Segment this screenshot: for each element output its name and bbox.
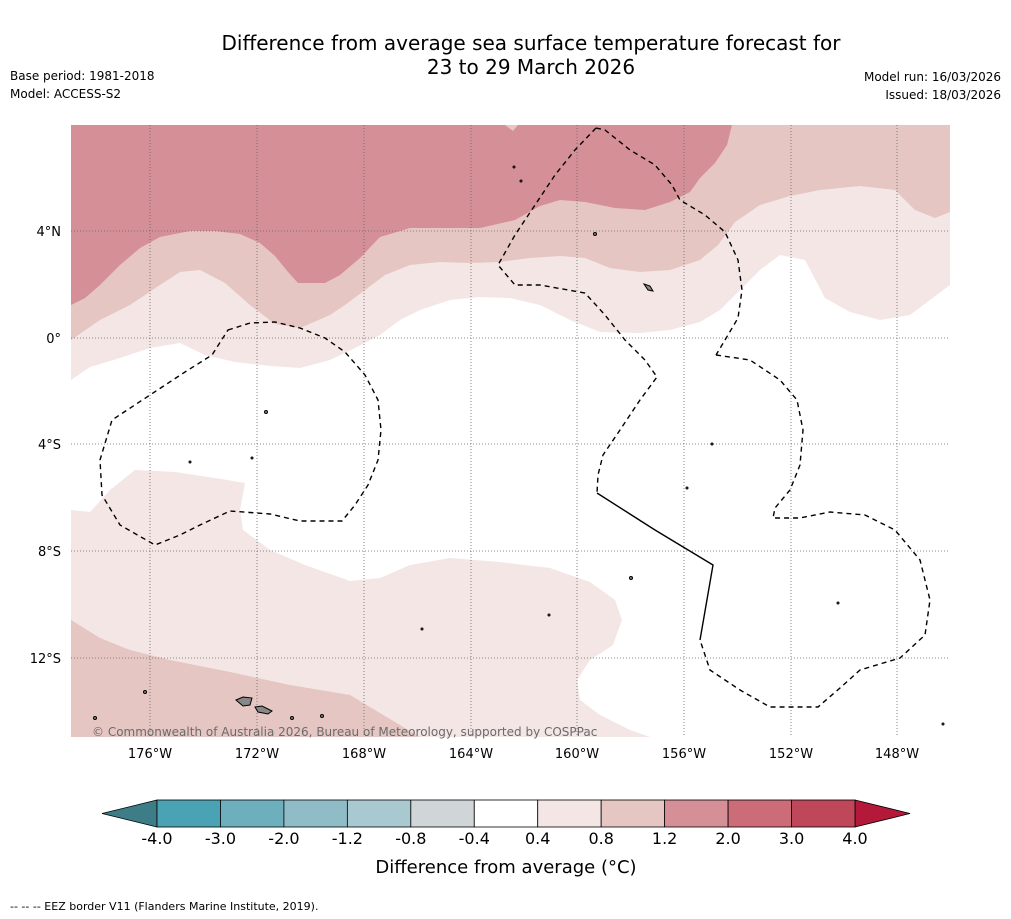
- colorbar-swatch-1: [220, 799, 285, 828]
- colorbar-swatch-2: [283, 799, 348, 828]
- colorbar: [101, 799, 911, 828]
- island-10: [710, 442, 714, 446]
- eez-howland-jarvis: [497, 127, 658, 494]
- lat-axis: 4°N 0° 4°S 8°S 12°S: [30, 225, 61, 667]
- colorbar-tick-label-0: -4.0: [141, 829, 172, 848]
- island-3: [188, 460, 192, 464]
- island-14: [519, 179, 523, 183]
- island-15: [420, 627, 424, 631]
- colorbar-swatch-5: [473, 799, 539, 828]
- colorbar-swatch-10: [791, 799, 856, 828]
- field-1p2-2p0-north: [71, 125, 732, 305]
- anomaly-field: [71, 125, 950, 737]
- colorbar-tick-label-6: 0.4: [525, 829, 550, 848]
- model-run: Model run: 16/03/2026: [863, 70, 1001, 84]
- colorbar-tick-label-1: -3.0: [205, 829, 236, 848]
- colorbar-swatch-4: [410, 799, 475, 828]
- meta-left: Base period: 1981-2018 Model: ACCESS-S2: [10, 67, 155, 103]
- eez-cook-north: [699, 354, 931, 708]
- field-0p8-1p2-south: [71, 620, 420, 737]
- island-12: [836, 601, 840, 605]
- colorbar-swatch-6: [537, 799, 602, 828]
- title-line-2: 23 to 29 March 2026: [426, 55, 636, 79]
- lon-label-148w: 148°W: [875, 747, 919, 762]
- colorbar-tick-label-10: 3.0: [779, 829, 804, 848]
- island-8: [629, 576, 633, 580]
- model-name: Model: ACCESS-S2: [10, 87, 122, 101]
- chart-title: Difference from average sea surface temp…: [0, 31, 1011, 79]
- island-13: [512, 165, 516, 169]
- island-5: [143, 690, 147, 694]
- island-2: [250, 456, 254, 460]
- island-6: [290, 716, 294, 720]
- lat-label-12s: 12°S: [30, 652, 61, 667]
- colorbar-under-extension: [101, 799, 158, 828]
- island-17: [941, 722, 945, 726]
- credit-text: © Commonwealth of Australia 2026, Bureau…: [92, 725, 597, 739]
- lon-label-168w: 168°W: [342, 747, 386, 762]
- lon-label-176w: 176°W: [128, 747, 172, 762]
- island-7: [93, 716, 97, 720]
- colorbar-tick-label-5: -0.4: [459, 829, 490, 848]
- colorbar-tick-label-3: -1.2: [332, 829, 363, 848]
- lat-label-0: 0°: [46, 332, 61, 347]
- island-4: [593, 232, 597, 236]
- island-savaii: [254, 705, 273, 715]
- colorbar-tick-label-2: -2.0: [268, 829, 299, 848]
- base-period: Base period: 1981-2018: [10, 69, 155, 83]
- island-upolu: [235, 696, 253, 707]
- lat-label-8s: 8°S: [38, 545, 61, 560]
- island-1: [264, 410, 268, 414]
- island-11: [685, 486, 689, 490]
- colorbar-title: Difference from average (°C): [375, 857, 636, 878]
- meta-right: Model run: 16/03/2026 Issued: 18/03/2026: [864, 68, 1001, 104]
- lon-axis: 176°W 172°W 168°W 164°W 160°W 156°W 152°…: [128, 747, 919, 762]
- lon-label-172w: 172°W: [235, 747, 279, 762]
- lon-label-164w: 164°W: [449, 747, 493, 762]
- colorbar-tick-label-7: 0.8: [588, 829, 613, 848]
- eez-solid: [596, 492, 714, 641]
- lat-label-4n: 4°N: [37, 225, 62, 240]
- colorbar-tick-label-4: -0.8: [395, 829, 426, 848]
- eez-boundary-solid: [596, 492, 714, 641]
- island-16: [320, 714, 324, 718]
- issued-date: Issued: 18/03/2026: [885, 88, 1001, 102]
- colorbar-tick-label-11: 4.0: [842, 829, 867, 848]
- islands: [93, 165, 945, 726]
- lon-label-160w: 160°W: [555, 747, 599, 762]
- lon-label-156w: 156°W: [662, 747, 706, 762]
- eez-borders: [99, 127, 931, 708]
- colorbar-swatch-9: [727, 799, 792, 828]
- graticule: [71, 125, 950, 737]
- colorbar-swatch-0: [156, 799, 221, 828]
- colorbar-swatch-7: [600, 799, 666, 828]
- colorbar-tick-labels: -4.0 -3.0 -2.0 -1.2 -0.8 -0.4 0.4 0.8 1.2 2.0 3.0 4…: [141, 829, 867, 848]
- colorbar-swatch-3: [346, 799, 412, 828]
- lon-label-152w: 152°W: [769, 747, 813, 762]
- title-line-1: Difference from average sea surface temp…: [221, 31, 841, 55]
- colorbar-over-extension: [854, 799, 911, 828]
- lat-label-4s: 4°S: [38, 438, 61, 453]
- island-9: [547, 613, 551, 617]
- colorbar-swatch-8: [664, 799, 729, 828]
- island-kiritimati: [642, 283, 655, 292]
- colorbar-tick-label-8: 1.2: [652, 829, 677, 848]
- footer-note: -- -- -- EEZ border V11 (Flanders Marine…: [10, 900, 319, 913]
- eez-tokelau: [99, 321, 382, 546]
- colorbar-tick-label-9: 2.0: [715, 829, 740, 848]
